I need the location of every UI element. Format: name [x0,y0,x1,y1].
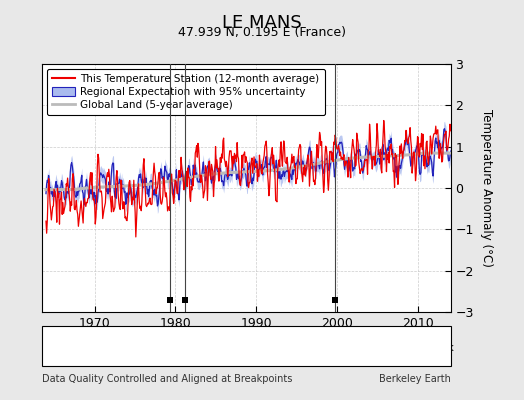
Legend: This Temperature Station (12-month average), Regional Expectation with 95% uncer: This Temperature Station (12-month avera… [47,69,325,115]
Text: ■: ■ [362,342,372,353]
Text: ▲: ▲ [143,342,150,353]
Text: ◆: ◆ [49,342,56,353]
Text: Berkeley Earth: Berkeley Earth [379,374,451,384]
Text: 47.939 N, 0.195 E (France): 47.939 N, 0.195 E (France) [178,26,346,39]
Text: Data Quality Controlled and Aligned at Breakpoints: Data Quality Controlled and Aligned at B… [42,374,292,384]
Text: Empirical Break: Empirical Break [377,342,454,353]
Text: ▼: ▼ [237,342,245,353]
Text: LE MANS: LE MANS [222,14,302,32]
Text: Record Gap: Record Gap [157,342,214,353]
Text: Station Move: Station Move [63,342,127,353]
Y-axis label: Temperature Anomaly (°C): Temperature Anomaly (°C) [481,109,493,267]
Text: Time of Obs. Change: Time of Obs. Change [252,342,353,353]
